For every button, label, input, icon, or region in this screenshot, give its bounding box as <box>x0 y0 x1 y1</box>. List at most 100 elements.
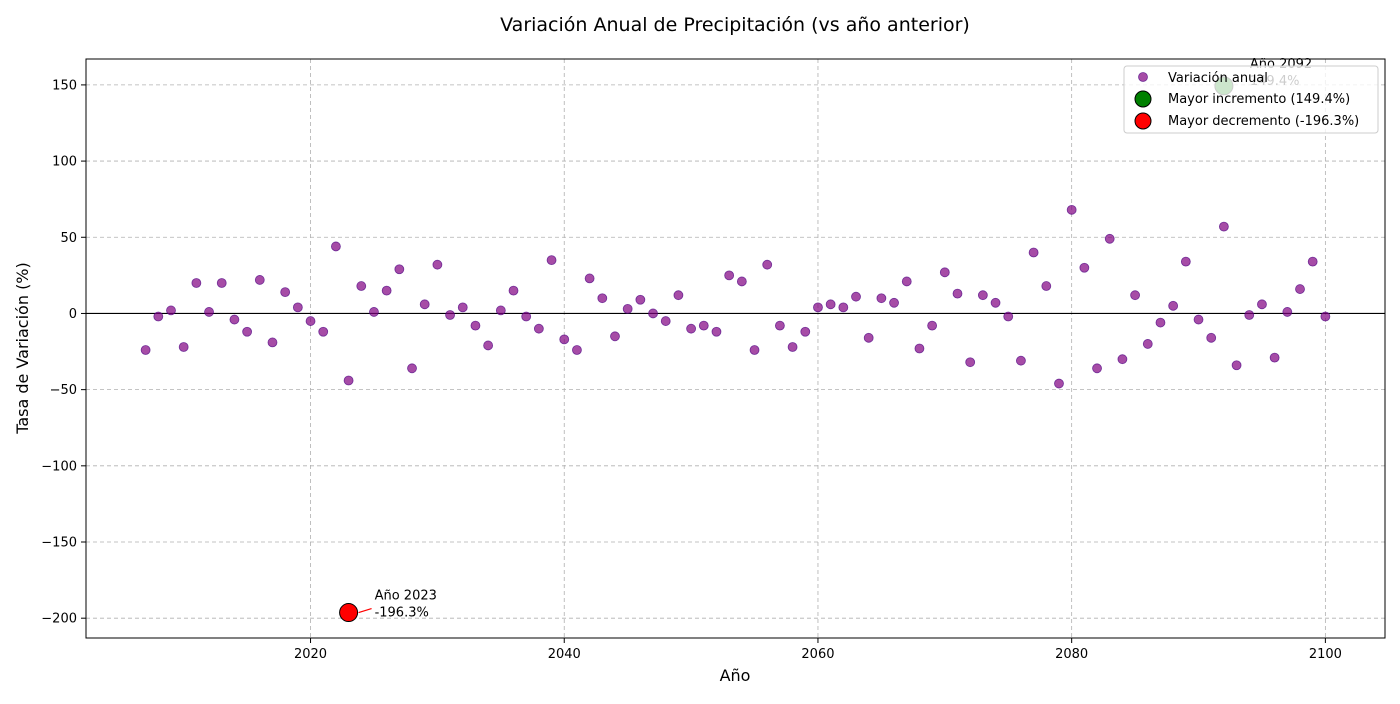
data-point <box>394 264 405 275</box>
max-decrease-annotation-year: Año 2023 <box>375 589 437 604</box>
data-point <box>495 305 506 316</box>
data-point <box>470 320 481 331</box>
data-point <box>1168 300 1179 311</box>
data-point <box>1295 284 1305 294</box>
data-point <box>166 305 176 316</box>
data-point <box>1054 378 1064 389</box>
data-point <box>698 320 709 331</box>
data-point <box>1041 281 1052 291</box>
y-tick-label: 150 <box>52 78 77 93</box>
data-point <box>369 307 379 317</box>
data-point <box>914 343 925 354</box>
data-point <box>736 276 747 287</box>
data-point <box>648 308 658 319</box>
data-point <box>457 302 468 313</box>
data-point <box>800 326 811 337</box>
plot-frame <box>85 58 1386 639</box>
y-tick-label: 0 <box>69 307 77 322</box>
max-decrease-annotation-value: -196.3% <box>375 606 429 621</box>
data-point <box>254 275 265 285</box>
y-axis-label: Tasa de Variación (%) <box>13 262 32 435</box>
y-tick-label: 100 <box>52 155 77 170</box>
legend-marker-max-decrease <box>1134 112 1152 130</box>
data-point <box>889 297 899 308</box>
chart-title: Variación Anual de Precipitación (vs año… <box>500 14 970 36</box>
data-point <box>1028 247 1039 258</box>
data-point <box>813 302 823 313</box>
data-point <box>331 241 341 252</box>
data-point <box>419 299 430 310</box>
data-point <box>521 311 532 322</box>
data-point <box>1282 307 1293 317</box>
data-point <box>749 345 760 355</box>
data-point <box>533 323 544 334</box>
data-point <box>546 255 557 266</box>
x-tick-label: 2040 <box>548 647 581 662</box>
data-point <box>483 340 494 351</box>
max-decrease-point <box>339 603 359 623</box>
data-point <box>356 281 367 291</box>
legend-label-max-increase: Mayor incremento (149.4%) <box>1168 92 1350 107</box>
data-point <box>1257 299 1267 310</box>
x-tick-label: 2100 <box>1309 647 1342 662</box>
data-point <box>1142 339 1153 349</box>
data-point <box>1180 256 1191 267</box>
highlight-points <box>339 76 1234 623</box>
data-point <box>153 311 164 322</box>
data-point <box>1003 311 1014 322</box>
data-point <box>825 299 836 310</box>
data-point <box>724 270 735 281</box>
data-point <box>901 276 912 287</box>
legend-marker-scatter <box>1138 72 1148 82</box>
data-point <box>191 278 202 288</box>
data-point <box>318 326 329 337</box>
data-point <box>432 259 443 270</box>
data-point <box>939 267 950 278</box>
legend-marker-max-increase <box>1134 90 1152 108</box>
data-point <box>1066 204 1077 215</box>
data-point <box>1320 311 1331 322</box>
data-point <box>787 342 798 352</box>
data-point <box>863 332 874 343</box>
x-tick-label: 2020 <box>294 647 327 662</box>
data-point <box>635 294 646 305</box>
data-point <box>1231 360 1242 371</box>
data-point <box>1104 233 1115 244</box>
x-tick-label: 2060 <box>801 647 834 662</box>
data-point <box>343 375 354 386</box>
data-point <box>1016 355 1026 366</box>
data-point <box>1130 290 1140 301</box>
data-point <box>305 316 316 326</box>
data-point <box>292 302 303 313</box>
data-point <box>952 288 963 299</box>
data-point <box>280 287 291 298</box>
axis-ticks: 2020 2040 2060 2080 2100 −200 −150 −100 −50 0 50 10… <box>41 78 1342 662</box>
data-point <box>1244 310 1255 320</box>
x-tick-label: 2080 <box>1055 647 1088 662</box>
data-point <box>876 293 887 304</box>
data-point <box>927 320 938 331</box>
decrease-annotation-arrow <box>358 607 372 614</box>
data-point <box>1155 317 1166 328</box>
data-point <box>229 314 240 325</box>
data-point <box>1307 256 1318 267</box>
data-points <box>140 204 1331 389</box>
data-point <box>686 323 697 334</box>
legend-label-max-decrease: Mayor decremento (-196.3%) <box>1168 114 1359 129</box>
data-point <box>711 326 722 337</box>
y-tick-label: −150 <box>41 536 77 551</box>
data-point <box>584 273 595 284</box>
y-tick-label: −100 <box>41 459 77 474</box>
data-point <box>1218 221 1229 232</box>
data-point <box>673 290 684 301</box>
y-tick-label: −200 <box>41 612 77 627</box>
plot-border <box>85 58 1386 639</box>
data-point <box>242 326 253 337</box>
data-point <box>559 334 570 345</box>
data-point <box>774 320 785 331</box>
data-point <box>572 345 582 355</box>
data-point <box>381 285 392 296</box>
data-point <box>1269 352 1280 363</box>
